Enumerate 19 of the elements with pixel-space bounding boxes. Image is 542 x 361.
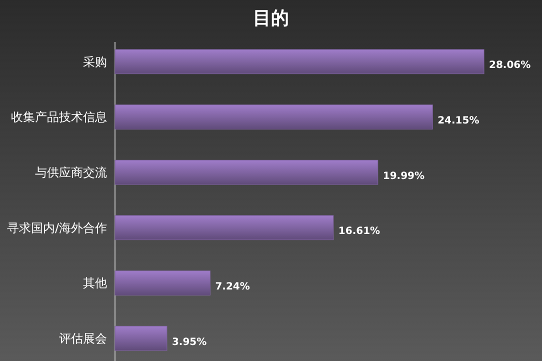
data-label: 7.24% [215,282,250,292]
bar [114,326,168,351]
y-tick-label: 寻求国内/海外合作 [6,220,107,235]
y-tick-label: 采购 [83,54,107,69]
data-label: 19.99% [382,170,425,182]
bar [114,49,484,74]
bar [114,270,210,296]
bar [114,160,378,185]
bar [114,104,433,130]
bar [114,215,334,240]
data-label: 24.15% [438,116,480,126]
data-label: 3.95% [172,336,207,348]
y-tick-label: 评估展会 [59,332,107,346]
y-tick-label: 与供应商交流 [35,166,107,180]
y-tick-label: 其他 [83,276,107,290]
y-tick-label: 收集产品技术信息 [11,110,107,124]
chart-title: 目的 [253,8,289,29]
data-label: 28.06% [489,60,531,72]
data-label: 16.61% [338,226,380,238]
